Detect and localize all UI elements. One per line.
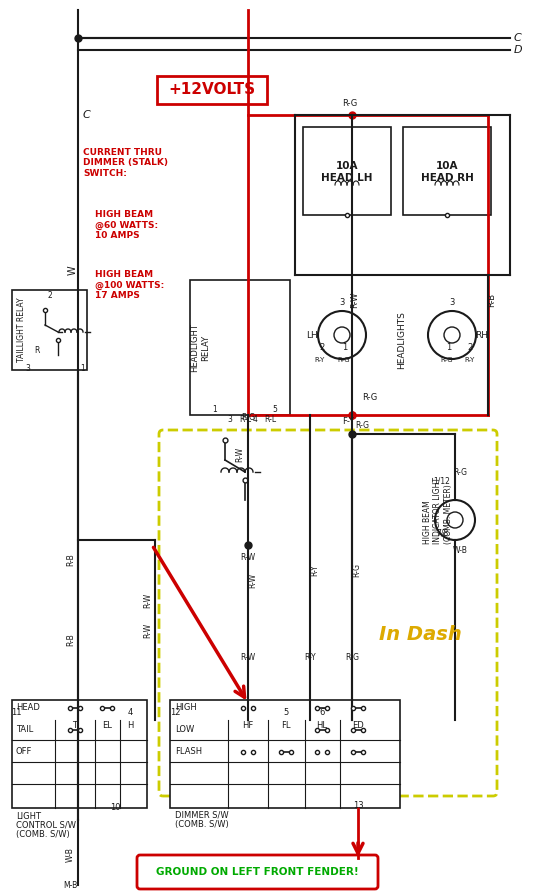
Text: 2: 2	[320, 343, 324, 352]
Text: In Dash: In Dash	[379, 625, 462, 645]
Text: R-G: R-G	[342, 99, 358, 108]
Text: R-W: R-W	[249, 572, 258, 588]
Text: OFF: OFF	[16, 747, 32, 756]
Bar	[170, 700, 400, 808]
Text: R-L: R-L	[264, 415, 276, 424]
Text: 2: 2	[48, 291, 52, 300]
Text: HL: HL	[316, 721, 328, 730]
Text: HEAD: HEAD	[16, 704, 40, 713]
Text: 3: 3	[228, 415, 232, 424]
Text: TAILLIGHT RELAY: TAILLIGHT RELAY	[18, 297, 26, 363]
Text: 10A
HEAD LH: 10A HEAD LH	[321, 162, 373, 183]
Text: (COMB. S/W): (COMB. S/W)	[16, 830, 70, 839]
Text: R-W: R-W	[144, 592, 152, 607]
Text: EL: EL	[102, 721, 112, 730]
Text: R-Y: R-Y	[310, 564, 320, 576]
FancyBboxPatch shape	[157, 76, 267, 104]
Text: 12: 12	[170, 708, 180, 717]
Text: R-G: R-G	[345, 653, 359, 662]
Text: 4: 4	[252, 415, 258, 424]
Text: H: H	[127, 721, 133, 730]
Text: 7/8: 7/8	[436, 528, 448, 537]
Text: 5: 5	[273, 405, 278, 414]
Text: C: C	[83, 110, 91, 120]
Text: R-G: R-G	[453, 468, 467, 477]
Bar	[303, 127, 391, 215]
Text: R-G: R-G	[241, 413, 255, 422]
Bar	[12, 700, 147, 808]
Text: RH: RH	[476, 330, 489, 339]
Text: GROUND ON LEFT FRONT FENDER!: GROUND ON LEFT FRONT FENDER!	[155, 867, 358, 877]
Text: (COMB. S/W): (COMB. S/W)	[175, 820, 229, 829]
Text: DIMMER S/W: DIMMER S/W	[175, 810, 229, 819]
Text: LIGHT: LIGHT	[16, 812, 41, 821]
Text: HF: HF	[243, 721, 253, 730]
Text: 3: 3	[26, 364, 31, 373]
Text: 3: 3	[449, 298, 455, 307]
Text: HEADLIGHT
RELAY: HEADLIGHT RELAY	[190, 323, 210, 372]
Text: HEADLIGHTS: HEADLIGHTS	[398, 311, 407, 369]
Text: W: W	[68, 265, 78, 275]
Text: ED: ED	[352, 721, 364, 730]
Text: T: T	[73, 721, 77, 730]
Text: HIGH BEAM
@100 WATTS:
17 AMPS: HIGH BEAM @100 WATTS: 17 AMPS	[95, 270, 164, 300]
Text: R-G: R-G	[355, 421, 369, 430]
Text: 5: 5	[284, 708, 288, 717]
Text: FL: FL	[281, 721, 291, 730]
Text: R-W: R-W	[236, 446, 244, 462]
Text: R-G: R-G	[363, 393, 378, 402]
Text: 13: 13	[353, 801, 363, 810]
Text: R-W: R-W	[240, 653, 256, 662]
Text: +12VOLTS: +12VOLTS	[168, 82, 256, 97]
Text: R-B: R-B	[487, 293, 497, 307]
Text: 1: 1	[342, 343, 348, 352]
Text: W-B: W-B	[452, 546, 468, 555]
Text: 1: 1	[81, 364, 86, 373]
Text: R-Y: R-Y	[315, 357, 325, 363]
Text: R-W: R-W	[350, 292, 359, 308]
Text: 10: 10	[110, 803, 121, 812]
Text: R-B: R-B	[67, 554, 75, 566]
Text: R-G: R-G	[441, 357, 454, 363]
Text: M-B: M-B	[63, 881, 77, 890]
Text: CONTROL S/W: CONTROL S/W	[16, 821, 76, 830]
Text: R-B: R-B	[67, 634, 75, 647]
Text: HIGH BEAM
INDICATOR LIGHT
(COMB. METER): HIGH BEAM INDICATOR LIGHT (COMB. METER)	[423, 477, 453, 544]
Text: R-G: R-G	[338, 357, 350, 363]
Text: LH: LH	[306, 330, 318, 339]
Bar	[12, 290, 87, 370]
Text: 1: 1	[447, 343, 451, 352]
Text: TAIL: TAIL	[16, 725, 33, 735]
Text: R-Y: R-Y	[304, 653, 316, 662]
Text: FLASH: FLASH	[175, 747, 202, 756]
Text: HIGH: HIGH	[175, 704, 197, 713]
Text: CURRENT THRU
DIMMER (STALK)
SWITCH:: CURRENT THRU DIMMER (STALK) SWITCH:	[83, 148, 168, 178]
Text: HIGH BEAM
@60 WATTS:
10 AMPS: HIGH BEAM @60 WATTS: 10 AMPS	[95, 210, 158, 240]
Text: R-G: R-G	[352, 563, 362, 577]
FancyBboxPatch shape	[137, 855, 378, 889]
Text: R-L: R-L	[239, 415, 251, 424]
Text: LOW: LOW	[175, 725, 194, 735]
Text: R-W: R-W	[240, 553, 256, 562]
Text: 6: 6	[320, 708, 325, 717]
Text: 10A
HEAD RH: 10A HEAD RH	[421, 162, 473, 183]
Bar	[190, 280, 290, 415]
Text: R-Y: R-Y	[465, 357, 475, 363]
Text: 1/12: 1/12	[434, 477, 450, 486]
Text: 3: 3	[339, 298, 345, 307]
Text: 11: 11	[11, 708, 21, 717]
Text: 4: 4	[128, 708, 133, 717]
Text: 2: 2	[468, 343, 472, 352]
Text: R: R	[34, 346, 40, 355]
Bar	[403, 127, 491, 215]
Text: W-B: W-B	[66, 847, 74, 863]
Text: F-Y: F-Y	[342, 417, 354, 426]
Text: 1: 1	[213, 405, 217, 414]
Text: C: C	[514, 33, 522, 43]
Text: D: D	[514, 45, 522, 55]
Text: R-W: R-W	[144, 622, 152, 638]
